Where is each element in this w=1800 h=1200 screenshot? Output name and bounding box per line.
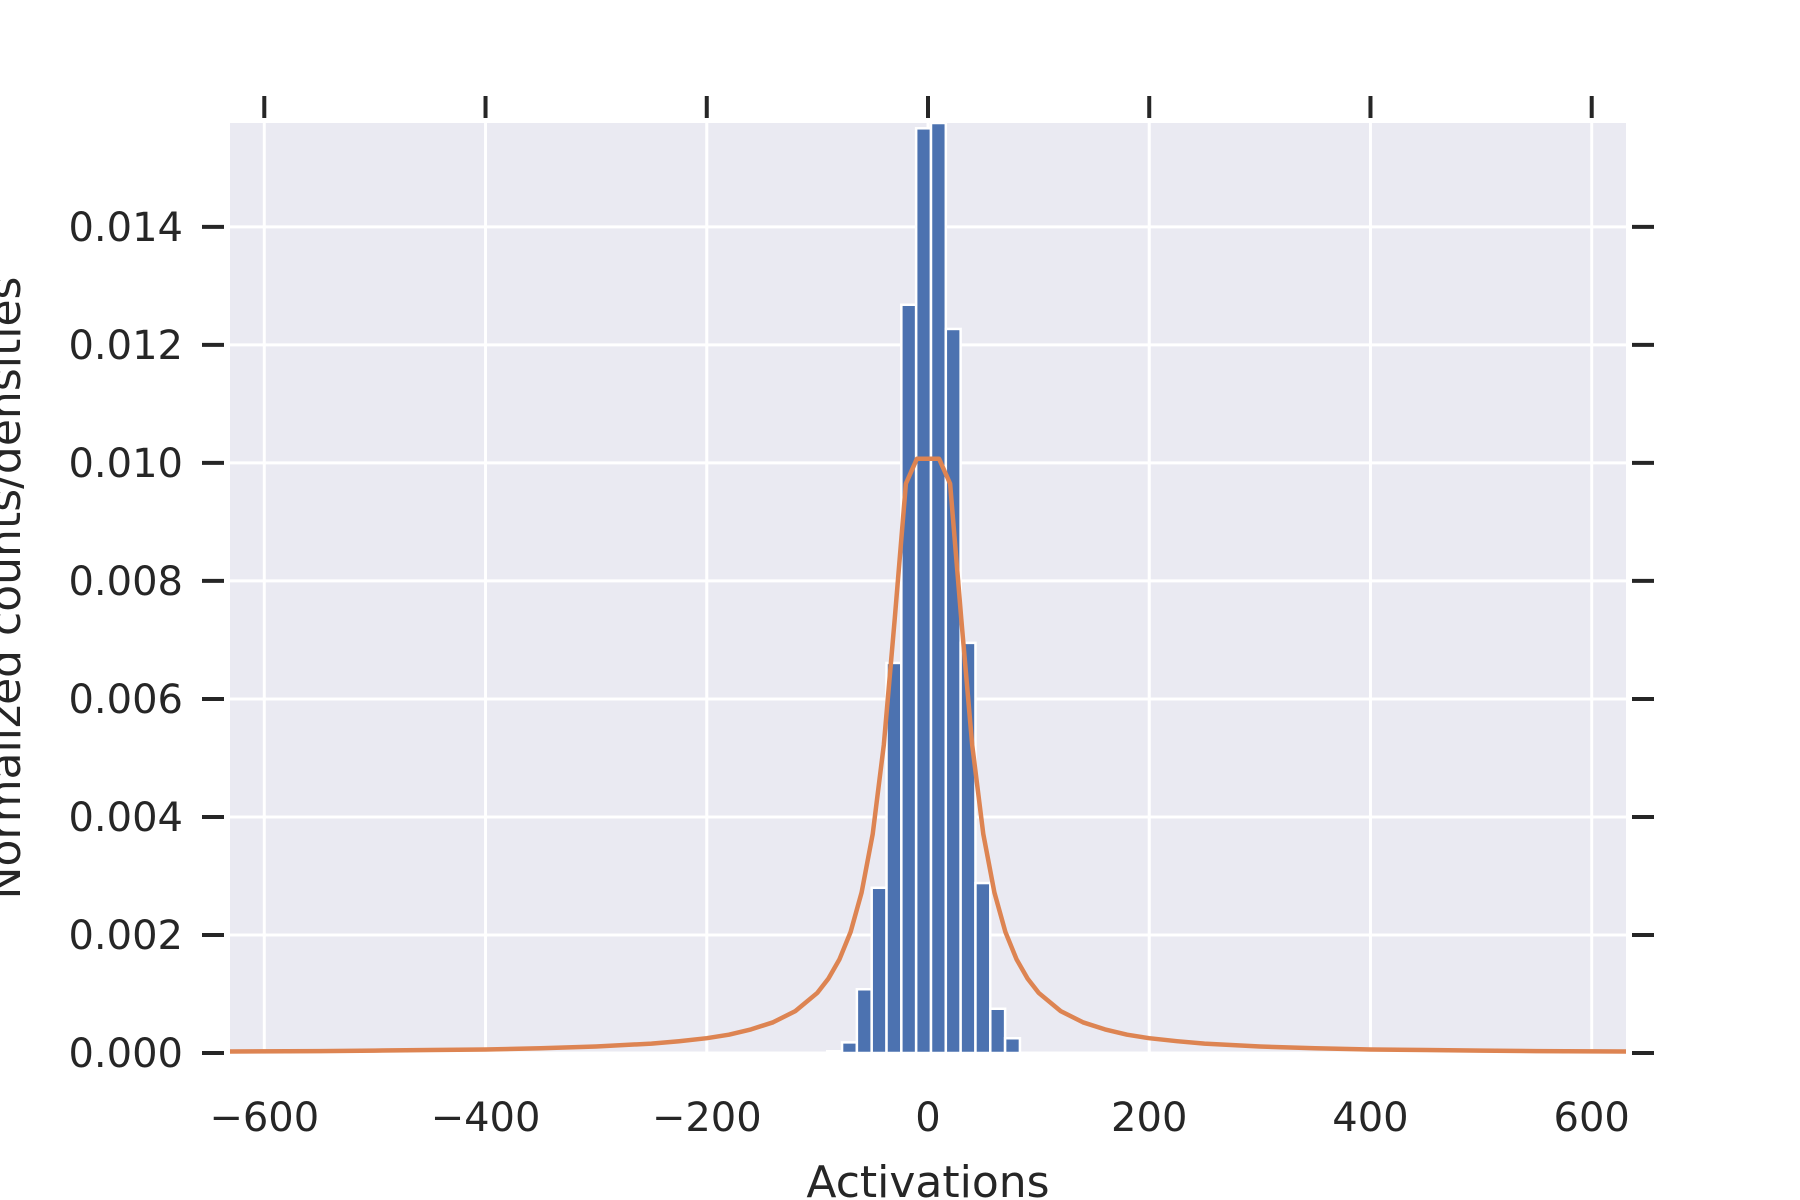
x-axis-label: Activations [806,1157,1049,1200]
histogram-bar [989,1007,1007,1055]
y-tick-label: 0.006 [68,677,183,723]
histogram-bar [825,1049,844,1055]
x-tick-label: 600 [1554,1095,1630,1141]
y-tick-label: 0.010 [68,441,183,487]
histogram-bar [944,327,962,1055]
x-tick-label: −600 [209,1095,319,1141]
x-tick-label: 400 [1332,1095,1408,1141]
histogram-bar [929,121,948,1055]
x-tick-label: 200 [1111,1095,1187,1141]
x-tick-label: −400 [431,1095,541,1141]
y-tick-label: 0.000 [68,1031,183,1077]
y-tick-label: 0.014 [68,205,183,251]
y-tick-label: 0.008 [68,559,183,605]
histogram-bars [825,121,1022,1055]
histogram-bar [914,127,933,1055]
y-tick-label: 0.004 [68,795,183,841]
density-curve [229,456,1627,1054]
histogram-bar [885,661,903,1055]
histogram-bar [840,1041,859,1055]
x-tick-label: −200 [652,1095,762,1141]
histogram-bar [900,303,918,1055]
histogram-bar [870,886,888,1055]
y-axis-label: Normalized counts/densities [0,277,31,900]
histogram-bar [1003,1036,1022,1055]
y-tick-label: 0.012 [68,323,183,369]
axis-ticks: −600 −400 −200 0 200 400 600 0.000 0.002 0.004 0.0… [68,96,1654,1141]
y-tick-label: 0.002 [68,913,183,959]
histogram-bar [974,881,992,1055]
x-tick-label: 0 [915,1095,940,1141]
histogram-bar [855,988,873,1055]
